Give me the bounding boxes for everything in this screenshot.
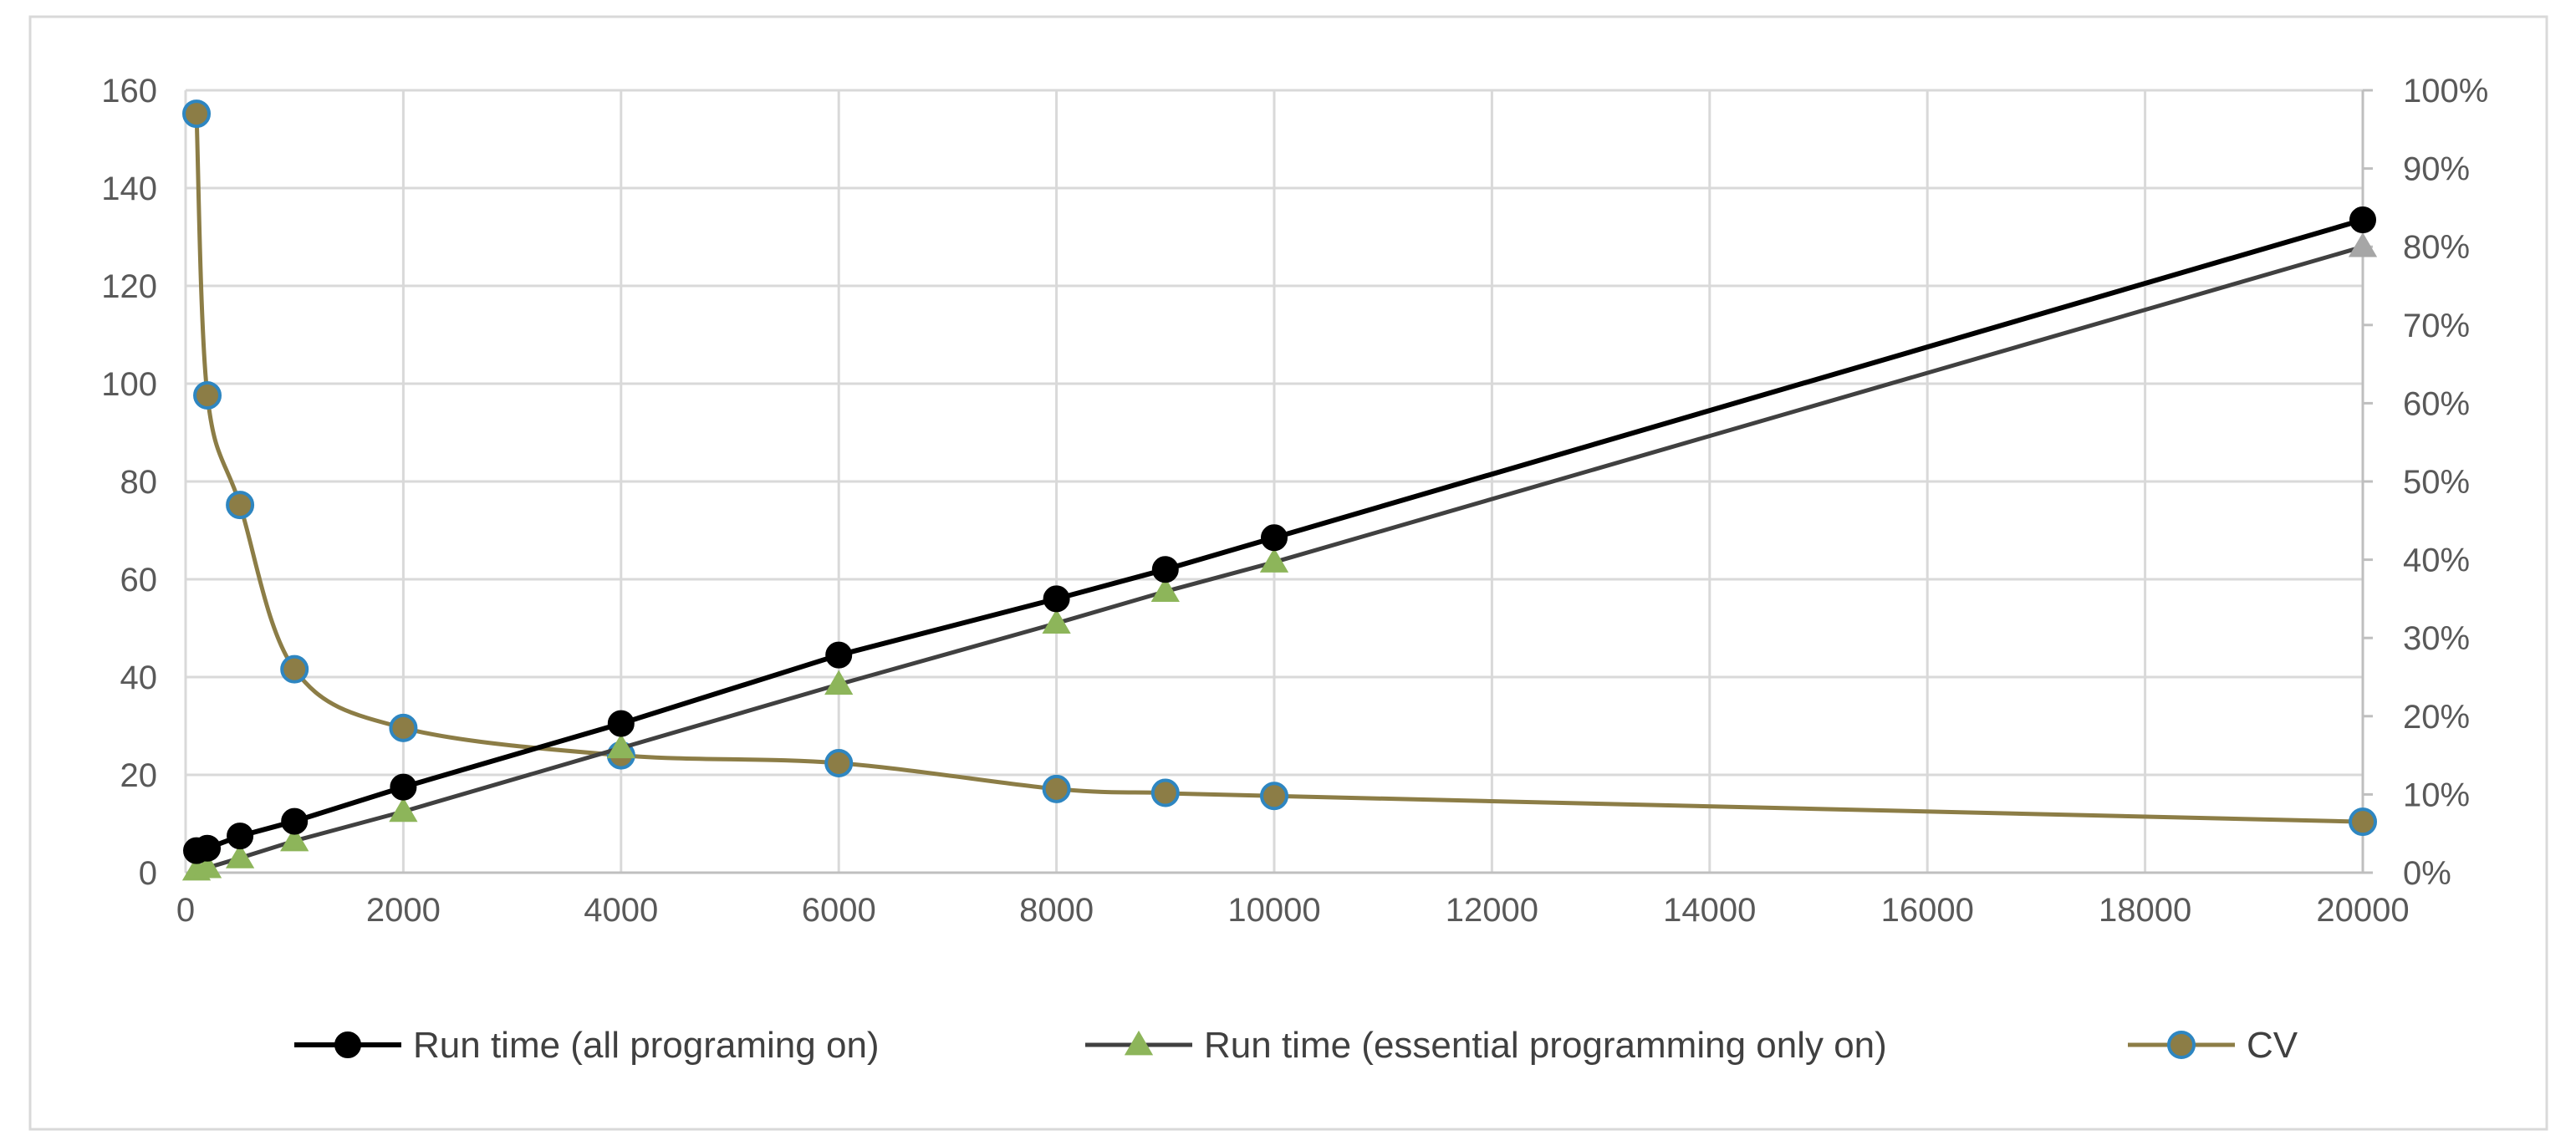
y2-tick-label: 80% bbox=[2403, 229, 2470, 266]
x-tick-label: 16000 bbox=[1881, 892, 1974, 929]
y2-tick-label: 20% bbox=[2403, 699, 2470, 736]
y-tick-label: 100 bbox=[101, 366, 157, 403]
y-tick-label: 20 bbox=[120, 757, 158, 794]
data-point bbox=[1042, 774, 1071, 803]
data-point bbox=[606, 733, 635, 759]
x-tick-label: 14000 bbox=[1663, 892, 1756, 929]
series-line bbox=[194, 113, 2364, 824]
series-0 bbox=[183, 206, 2376, 864]
y2-axis-tick-labels: 0% 10% 20% 30% 40% 50% 60% 70% 80% 90% 100% bbox=[2403, 73, 2488, 892]
series-2 bbox=[182, 99, 2377, 837]
data-point bbox=[2348, 232, 2378, 257]
data-point bbox=[1150, 577, 1180, 602]
series-layer bbox=[181, 99, 2378, 881]
legend-label: CV bbox=[2247, 1025, 2298, 1066]
x-tick-label: 20000 bbox=[2316, 892, 2409, 929]
y-axis-tick-labels: 0 20 40 60 80 100 120 140 160 bbox=[101, 73, 157, 892]
data-point bbox=[1151, 556, 1179, 583]
data-point bbox=[1042, 609, 1071, 634]
x-tick-label: 8000 bbox=[1019, 892, 1094, 929]
data-point bbox=[280, 654, 309, 684]
gridlines bbox=[184, 89, 2373, 874]
data-point bbox=[225, 843, 255, 868]
data-point bbox=[1261, 524, 1288, 552]
data-point bbox=[281, 807, 309, 835]
legend-item: Run time (all programing on) bbox=[294, 1025, 880, 1066]
y2-tick-label: 0% bbox=[2403, 855, 2451, 892]
y-tick-label: 60 bbox=[120, 562, 158, 598]
data-point bbox=[1043, 585, 1070, 613]
data-point bbox=[192, 853, 222, 879]
y2-tick-label: 10% bbox=[2403, 777, 2470, 813]
data-point bbox=[607, 710, 635, 737]
data-point bbox=[226, 491, 255, 520]
data-point bbox=[389, 713, 418, 742]
y-tick-label: 120 bbox=[101, 268, 157, 305]
x-axis-tick-labels: 0 2000 4000 6000 8000 10000 12000 14000 16000 180… bbox=[176, 892, 2410, 929]
x-tick-label: 0 bbox=[176, 892, 195, 929]
legend: Run time (all programing on) Run time (es… bbox=[294, 1025, 2298, 1066]
y-tick-label: 40 bbox=[120, 660, 158, 696]
legend-swatch-marker bbox=[2167, 1031, 2196, 1059]
y2-tick-label: 70% bbox=[2403, 308, 2470, 344]
x-tick-label: 12000 bbox=[1446, 892, 1538, 929]
chart-border bbox=[28, 15, 2548, 1131]
series-1 bbox=[181, 232, 2378, 881]
legend-label: Run time (all programing on) bbox=[413, 1025, 880, 1066]
data-point bbox=[824, 670, 854, 695]
y-tick-label: 140 bbox=[101, 171, 157, 207]
legend-swatch-marker bbox=[1124, 1030, 1154, 1056]
legend-swatch-marker bbox=[334, 1031, 361, 1058]
legend-label: Run time (essential programming only on) bbox=[1204, 1025, 1887, 1066]
y2-tick-label: 40% bbox=[2403, 542, 2470, 579]
data-point bbox=[1260, 782, 1288, 811]
data-point bbox=[227, 823, 254, 850]
y2-tick-label: 100% bbox=[2403, 73, 2488, 110]
y-tick-label: 0 bbox=[139, 855, 157, 892]
data-point bbox=[390, 773, 417, 801]
legend-item: CV bbox=[2128, 1025, 2298, 1066]
data-point bbox=[182, 99, 212, 129]
data-point bbox=[280, 826, 309, 852]
data-point bbox=[1150, 778, 1180, 807]
data-point bbox=[825, 641, 853, 669]
y2-tick-label: 60% bbox=[2403, 385, 2470, 422]
x-tick-label: 2000 bbox=[366, 892, 441, 929]
data-point bbox=[824, 748, 854, 777]
y2-tick-label: 90% bbox=[2403, 151, 2470, 188]
x-tick-label: 18000 bbox=[2099, 892, 2191, 929]
data-point bbox=[1259, 548, 1289, 573]
data-point bbox=[194, 834, 222, 862]
data-point bbox=[389, 797, 418, 823]
data-point bbox=[2349, 206, 2376, 234]
y2-tick-label: 30% bbox=[2403, 620, 2470, 657]
data-point bbox=[2349, 807, 2377, 837]
data-point bbox=[193, 381, 222, 410]
x-tick-label: 6000 bbox=[802, 892, 876, 929]
legend-item: Run time (essential programming only on) bbox=[1085, 1025, 1887, 1066]
y-tick-label: 80 bbox=[120, 464, 158, 501]
x-tick-label: 4000 bbox=[584, 892, 658, 929]
x-tick-label: 10000 bbox=[1227, 892, 1320, 929]
y2-tick-label: 50% bbox=[2403, 464, 2470, 501]
y-tick-label: 160 bbox=[101, 73, 157, 110]
